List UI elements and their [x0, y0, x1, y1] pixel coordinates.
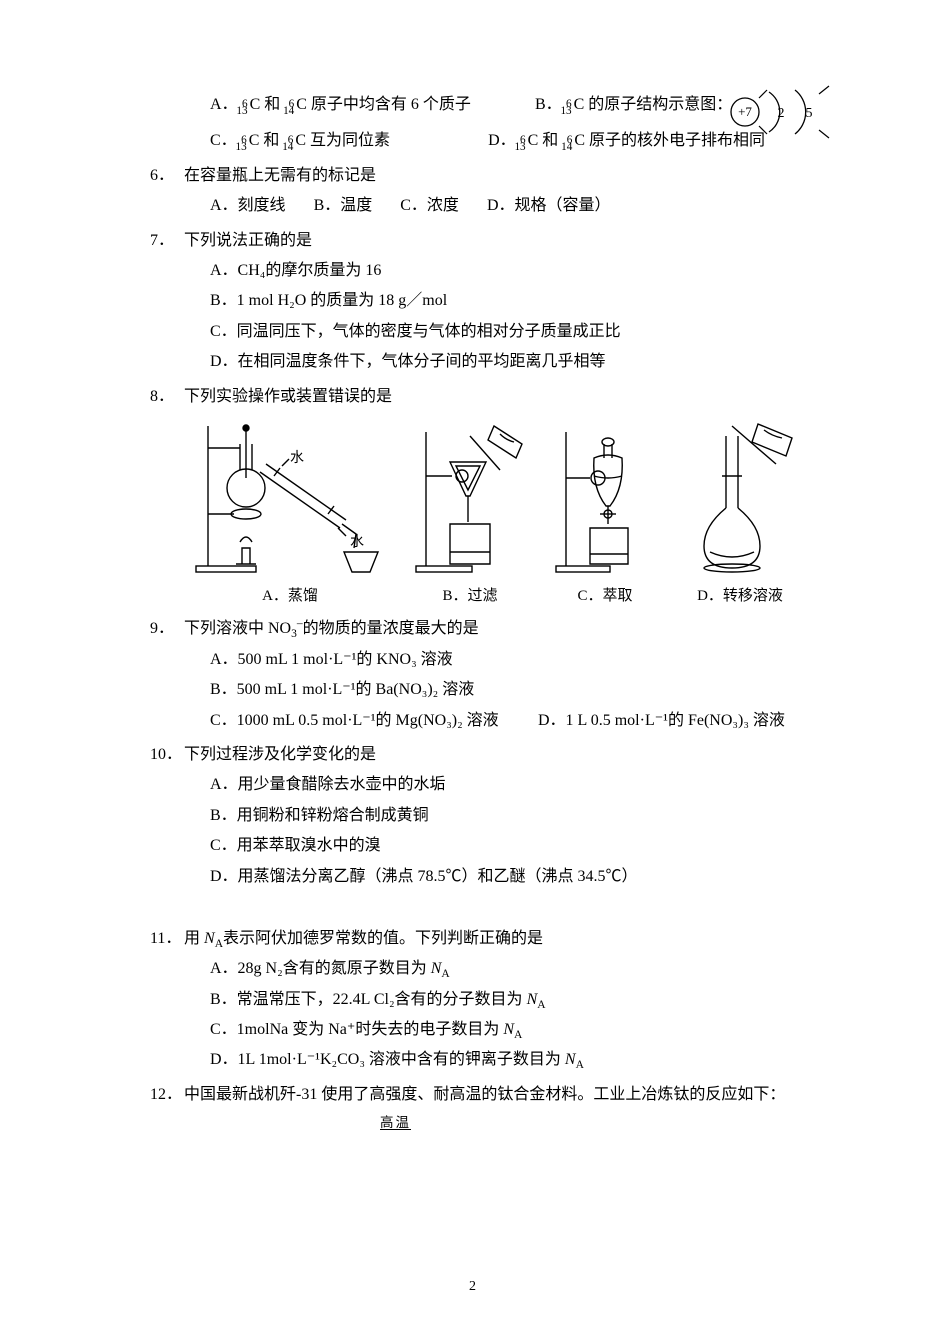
q11-opt-C: C．1molNa 变为 Na⁺时失去的电子数目为 NA: [210, 1015, 815, 1045]
q9-opt-C: C．1000 mL 0.5 mol·L⁻¹的 Mg(NO₃)₂ 溶液: [210, 706, 510, 736]
q5-opt-B: B．136C 的原子结构示意图：: [535, 90, 732, 120]
q9-stem: 下列溶液中 NO3–的物质的量浓度最大的是: [184, 614, 479, 644]
q12: 12．中国最新战机歼-31 使用了高强度、耐高温的钛合金材料。工业上冶炼钛的反应…: [150, 1080, 815, 1136]
q10-num: 10．: [150, 740, 184, 770]
atom-center: +7: [738, 104, 752, 119]
q10-opt-A: A．用少量食醋除去水壶中的水垢: [210, 770, 815, 800]
q12-stem: 中国最新战机歼-31 使用了高强度、耐高温的钛合金材料。工业上冶炼钛的反应如下：: [184, 1080, 785, 1110]
q8-opt-C: C．萃取: [550, 582, 660, 611]
atom-structure-diagram: +7 2 5: [721, 84, 851, 151]
q5-opt-A: A．136C 和 146C 原子中均含有 6 个质子: [210, 90, 471, 120]
water-in-label: 水: [290, 450, 304, 466]
q7-num: 7．: [150, 226, 184, 256]
shell-2-count: 5: [806, 106, 813, 121]
fig-transfer: D．转移溶液: [680, 418, 800, 611]
q6: 6．在容量瓶上无需有的标记是 A．刻度线 B．温度 C．浓度 D．规格（容量）: [150, 161, 815, 222]
shell-1-count: 2: [778, 106, 785, 121]
q10-opt-C: C．用苯萃取溴水中的溴: [210, 831, 815, 861]
q7: 7．下列说法正确的是 A．CH₄的摩尔质量为 16 B．1 mol H₂O 的质…: [150, 226, 815, 378]
q12-num: 12．: [150, 1080, 184, 1110]
q8-figures: 水 水 A．蒸馏: [150, 418, 815, 611]
q6-opt-A: A．刻度线: [210, 191, 286, 221]
q7-opt-D: D．在相同温度条件下，气体分子间的平均距离几乎相等: [210, 347, 815, 377]
q11-stem: 用 NA表示阿伏加德罗常数的值。下列判断正确的是: [184, 924, 543, 954]
q9-opt-A: A．500 mL 1 mol·L⁻¹的 KNO₃ 溶液: [210, 645, 510, 675]
q7-opt-B: B．1 mol H₂O 的质量为 18 g／mol: [210, 286, 815, 316]
q11-opt-A: A．28g N₂含有的氮原子数目为 NA: [210, 954, 815, 984]
spacer: [150, 896, 815, 924]
high-temp-condition: 高温: [150, 1110, 815, 1136]
q9-opt-D: D．1 L 0.5 mol·L⁻¹的 Fe(NO₃)₃ 溶液: [538, 706, 785, 736]
q6-opt-C: C．浓度: [400, 191, 459, 221]
q6-stem: 在容量瓶上无需有的标记是: [184, 161, 376, 191]
q5-options: A．136C 和 146C 原子中均含有 6 个质子 B．136C 的原子结构示…: [150, 90, 815, 157]
fig-distillation: 水 水 A．蒸馏: [190, 418, 390, 611]
q11-num: 11．: [150, 924, 184, 954]
q8-opt-A: A．蒸馏: [190, 582, 390, 611]
q7-opt-A: A．CH₄的摩尔质量为 16: [210, 256, 815, 286]
fig-filtration: B．过滤: [410, 418, 530, 611]
q8-stem: 下列实验操作或装置错误的是: [184, 382, 392, 412]
q6-num: 6．: [150, 161, 184, 191]
q8-opt-B: B．过滤: [410, 582, 530, 611]
q6-opt-B: B．温度: [314, 191, 373, 221]
q11: 11． 用 NA表示阿伏加德罗常数的值。下列判断正确的是 A．28g N₂含有的…: [150, 924, 815, 1076]
q6-opt-D: D．规格（容量）: [487, 191, 611, 221]
q8-opt-D: D．转移溶液: [680, 582, 800, 611]
q8-num: 8．: [150, 382, 184, 412]
q10-opt-B: B．用铜粉和锌粉熔合制成黄铜: [210, 801, 815, 831]
page-number: 2: [0, 1274, 945, 1301]
q10: 10．下列过程涉及化学变化的是 A．用少量食醋除去水壶中的水垢 B．用铜粉和锌粉…: [150, 740, 815, 892]
q11-opt-B: B．常温常压下，22.4L Cl₂含有的分子数目为 NA: [210, 985, 815, 1015]
q9: 9． 下列溶液中 NO3–的物质的量浓度最大的是 A．500 mL 1 mol·…: [150, 614, 815, 736]
fig-extraction: C．萃取: [550, 418, 660, 611]
q10-opt-D: D．用蒸馏法分离乙醇（沸点 78.5℃）和乙醚（沸点 34.5℃）: [210, 862, 815, 892]
exam-page: +7 2 5 A．136C 和 146C 原子中均含有 6 个质子 B．136C…: [0, 0, 945, 1337]
q7-stem: 下列说法正确的是: [184, 226, 312, 256]
q5-opt-C: C．136C 和 146C 互为同位素: [210, 126, 390, 156]
q9-opt-B: B．500 mL 1 mol·L⁻¹的 Ba(NO₃)₂ 溶液: [210, 675, 474, 705]
q10-stem: 下列过程涉及化学变化的是: [184, 740, 376, 770]
water-out-label: 水: [350, 534, 364, 550]
q8: 8．下列实验操作或装置错误的是: [150, 382, 815, 611]
q11-opt-D: D．1L 1mol·L⁻¹K₂CO₃ 溶液中含有的钾离子数目为 NA: [210, 1045, 815, 1075]
q9-num: 9．: [150, 614, 184, 644]
q7-opt-C: C．同温同压下，气体的密度与气体的相对分子质量成正比: [210, 317, 815, 347]
